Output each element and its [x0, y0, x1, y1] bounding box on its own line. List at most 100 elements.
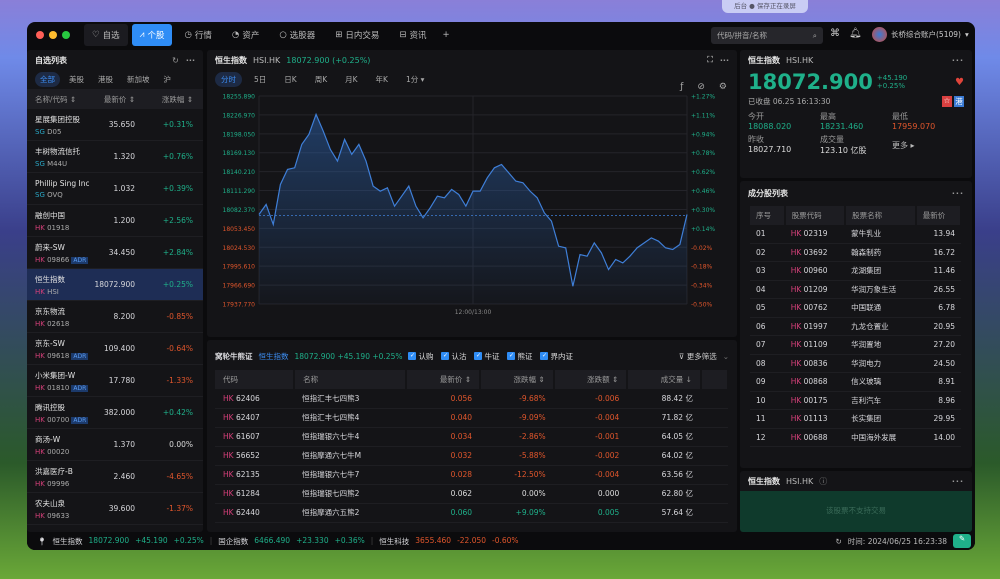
watchlist-row[interactable]: 农夫山泉 HK 09633 39.600 -1.37%: [27, 493, 203, 525]
watchlist-row[interactable]: 丰树物流信托 SG M44U 1.320 +0.76%: [27, 141, 203, 173]
add-tab-button[interactable]: +: [442, 30, 450, 40]
index-item[interactable]: 恒生指数 18072.900 +45.190 +0.25%: [53, 536, 204, 547]
index-item[interactable]: 恒生科技 3655.460 -22.050 -0.60%: [379, 536, 518, 547]
settings-icon[interactable]: ⚙: [718, 82, 727, 92]
table-row[interactable]: 08 HK 00836 华润电力 24.50: [750, 354, 961, 373]
favorite-heart-icon[interactable]: ♥: [955, 76, 964, 88]
tab-2[interactable]: ◷ 行情: [176, 24, 219, 46]
column-header[interactable]: 序号: [750, 206, 786, 225]
filter-0[interactable]: 全部: [35, 72, 60, 87]
warrant-filter-checkbox[interactable]: ✓ 牛证: [474, 351, 499, 362]
table-row[interactable]: HK 61607 恒指瑞银六七牛4 0.034 -2.86% -0.001 64.05 亿: [215, 427, 728, 447]
column-header[interactable]: 涨跌额 ⇕: [553, 370, 629, 389]
period-tab[interactable]: 分时: [215, 72, 242, 87]
collapse-icon[interactable]: ⌄: [722, 351, 729, 361]
info-icon[interactable]: ⓘ: [819, 476, 828, 486]
table-row[interactable]: 10 HK 00175 吉利汽车 8.96: [750, 391, 961, 410]
column-header[interactable]: 最新价 ⇕: [103, 94, 135, 104]
table-row[interactable]: HK 61284 恒指瑞银七四熊2 0.062 0.00% 0.000 62.80 亿: [215, 484, 728, 504]
period-tab[interactable]: 日K: [284, 75, 297, 84]
tab-6[interactable]: ⊟ 资讯: [391, 24, 434, 46]
period-tab[interactable]: 月K: [345, 75, 358, 84]
watchlist-row[interactable]: 腾讯控股 HK 00700 ADR 382.000 +0.42%: [27, 397, 203, 429]
period-tab[interactable]: 周K: [314, 75, 328, 84]
column-header[interactable]: 涨跌幅 ⇕: [480, 370, 555, 389]
table-row[interactable]: HK 62135 恒指瑞银六七牛7 0.028 -12.50% -0.004 63.56 …: [215, 465, 728, 485]
warrant-filter-checkbox[interactable]: ✓ 界内证: [540, 351, 573, 362]
tab-4[interactable]: ○ 选股器: [271, 24, 323, 46]
column-header[interactable]: 代码: [215, 370, 296, 389]
period-tab[interactable]: 5日: [254, 75, 267, 84]
table-row[interactable]: HK 62406 恒指汇丰七四熊3 0.056 -9.68% -0.006 88.42 亿: [215, 389, 728, 409]
indicator-icon[interactable]: ƒ: [680, 82, 684, 92]
column-header[interactable]: 涨跌幅 ⇕: [161, 94, 193, 104]
more-button[interactable]: 更多 ▸: [892, 140, 915, 150]
filter-4[interactable]: 沪: [163, 75, 172, 84]
minimize-window-button[interactable]: [49, 31, 57, 39]
warrant-filter-checkbox[interactable]: ✓ 认购: [408, 351, 433, 362]
warrant-filter-checkbox[interactable]: ✓ 熊证: [507, 351, 532, 362]
table-row[interactable]: 06 HK 01997 九龙仓置业 20.95: [750, 317, 961, 336]
watchlist-row[interactable]: Phillip Sing Inc SG OVQ 1.032 +0.39%: [27, 173, 203, 205]
filter-2[interactable]: 港股: [98, 75, 113, 84]
more-icon[interactable]: ···: [951, 476, 964, 486]
warrants-underlying[interactable]: 恒生指数: [258, 351, 289, 361]
more-icon[interactable]: ···: [719, 55, 729, 65]
refresh-icon[interactable]: ↻: [835, 536, 842, 546]
watchlist-row[interactable]: 京东物流 HK 02618 8.200 -0.85%: [27, 301, 203, 333]
watchlist-row[interactable]: 京东-SW HK 09618 ADR 109.400 -0.64%: [27, 333, 203, 365]
table-row[interactable]: 02 HK 03692 翰森制药 16.72: [750, 243, 961, 262]
account-menu[interactable]: 长桥综合账户(5109) ▾: [872, 27, 969, 42]
no-icon[interactable]: ⊘: [697, 82, 705, 92]
column-header[interactable]: 名称: [294, 370, 408, 389]
command-icon[interactable]: ⌘: [830, 28, 840, 39]
table-row[interactable]: 05 HK 00762 中国联通 6.78: [750, 298, 961, 318]
tab-3[interactable]: ◔ 资产: [224, 24, 267, 46]
watchlist-row[interactable]: 蔚来-SW HK 09866 ADR 34.450 +2.84%: [27, 237, 203, 269]
table-row[interactable]: 04 HK 01209 华润万象生活 26.55: [750, 280, 961, 299]
column-header[interactable]: 最新价: [915, 206, 963, 225]
tab-0[interactable]: ♡ 自选: [84, 24, 128, 46]
column-header[interactable]: 最新价 ⇕: [406, 370, 482, 389]
watchlist-row[interactable]: 融创中国 HK 01918 1.200 +2.56%: [27, 205, 203, 237]
table-row[interactable]: 03 HK 00960 龙湖集团 11.46: [750, 261, 961, 281]
watchlist-row[interactable]: 恒生指数 HK HSI 18072.900 +0.25%: [27, 269, 203, 301]
watchlist-row[interactable]: 商汤-W HK 00020 1.370 0.00%: [27, 429, 203, 461]
close-window-button[interactable]: [36, 31, 44, 39]
chat-icon[interactable]: ✎: [953, 534, 971, 548]
refresh-icon[interactable]: ↻: [172, 55, 180, 65]
table-row[interactable]: 07 HK 01109 华润置地 27.20: [750, 335, 961, 355]
tab-5[interactable]: ⊞ 日内交易: [327, 24, 387, 46]
more-filter-button[interactable]: ⊽ 更多筛选: [678, 351, 717, 361]
period-tab[interactable]: 年K: [375, 75, 388, 84]
table-row[interactable]: 11 HK 01113 长实集团 29.95: [750, 409, 961, 429]
table-row[interactable]: HK 56652 恒指摩通六七牛M 0.032 -5.88% -0.002 64.02 亿: [215, 446, 728, 466]
more-icon[interactable]: ···: [951, 55, 964, 65]
watchlist-row[interactable]: 洪嘉医疗-B HK 09996 2.460 -4.65%: [27, 461, 203, 493]
filter-3[interactable]: 新加坡: [127, 75, 150, 84]
watchlist-row[interactable]: 小米集团-W HK 01810 ADR 17.780 -1.33%: [27, 365, 203, 397]
column-header[interactable]: 成交量 ↓: [627, 370, 702, 389]
warrant-filter-checkbox[interactable]: ✓ 认沽: [441, 351, 466, 362]
table-row[interactable]: 12 HK 00688 中国海外发展 14.00: [750, 428, 961, 447]
index-item[interactable]: 国企指数 6466.490 +23.330 +0.36%: [218, 536, 364, 547]
tab-1[interactable]: ⩘ 个股: [131, 24, 173, 46]
table-row[interactable]: 01 HK 02319 蒙牛乳业 13.94: [750, 224, 961, 244]
table-row[interactable]: 09 HK 00868 信义玻璃 8.91: [750, 372, 961, 392]
watchlist-row[interactable]: 星展集团控股 SG D05 35.650 +0.31%: [27, 109, 203, 141]
column-header[interactable]: 名称/代码 ⇕: [35, 94, 77, 104]
search-input[interactable]: 代码/拼音/名称 ⌕: [711, 27, 823, 44]
column-header[interactable]: 股票代码: [784, 206, 847, 225]
more-icon[interactable]: ···: [185, 55, 195, 65]
period-tab[interactable]: 1分 ▾: [405, 75, 425, 84]
pin-icon[interactable]: 📍︎: [37, 536, 47, 546]
table-row[interactable]: HK 62407 恒指汇丰七四熊4 0.040 -9.09% -0.004 71.82 亿: [215, 408, 728, 428]
intraday-chart[interactable]: 18255.890 +1.27% 18226.970 +1.11% 18198.050 +…: [207, 88, 737, 337]
maximize-window-button[interactable]: [62, 31, 70, 39]
bell-icon[interactable]: 🔔︎: [849, 28, 862, 39]
more-icon[interactable]: ···: [951, 188, 964, 198]
filter-1[interactable]: 美股: [69, 75, 84, 84]
column-header[interactable]: 股票名称: [845, 206, 917, 225]
table-row[interactable]: HK 62440 恒指摩通六五熊2 0.060 +9.09% 0.005 57.64 亿: [215, 503, 728, 523]
fullscreen-icon[interactable]: ⛶: [707, 55, 714, 64]
